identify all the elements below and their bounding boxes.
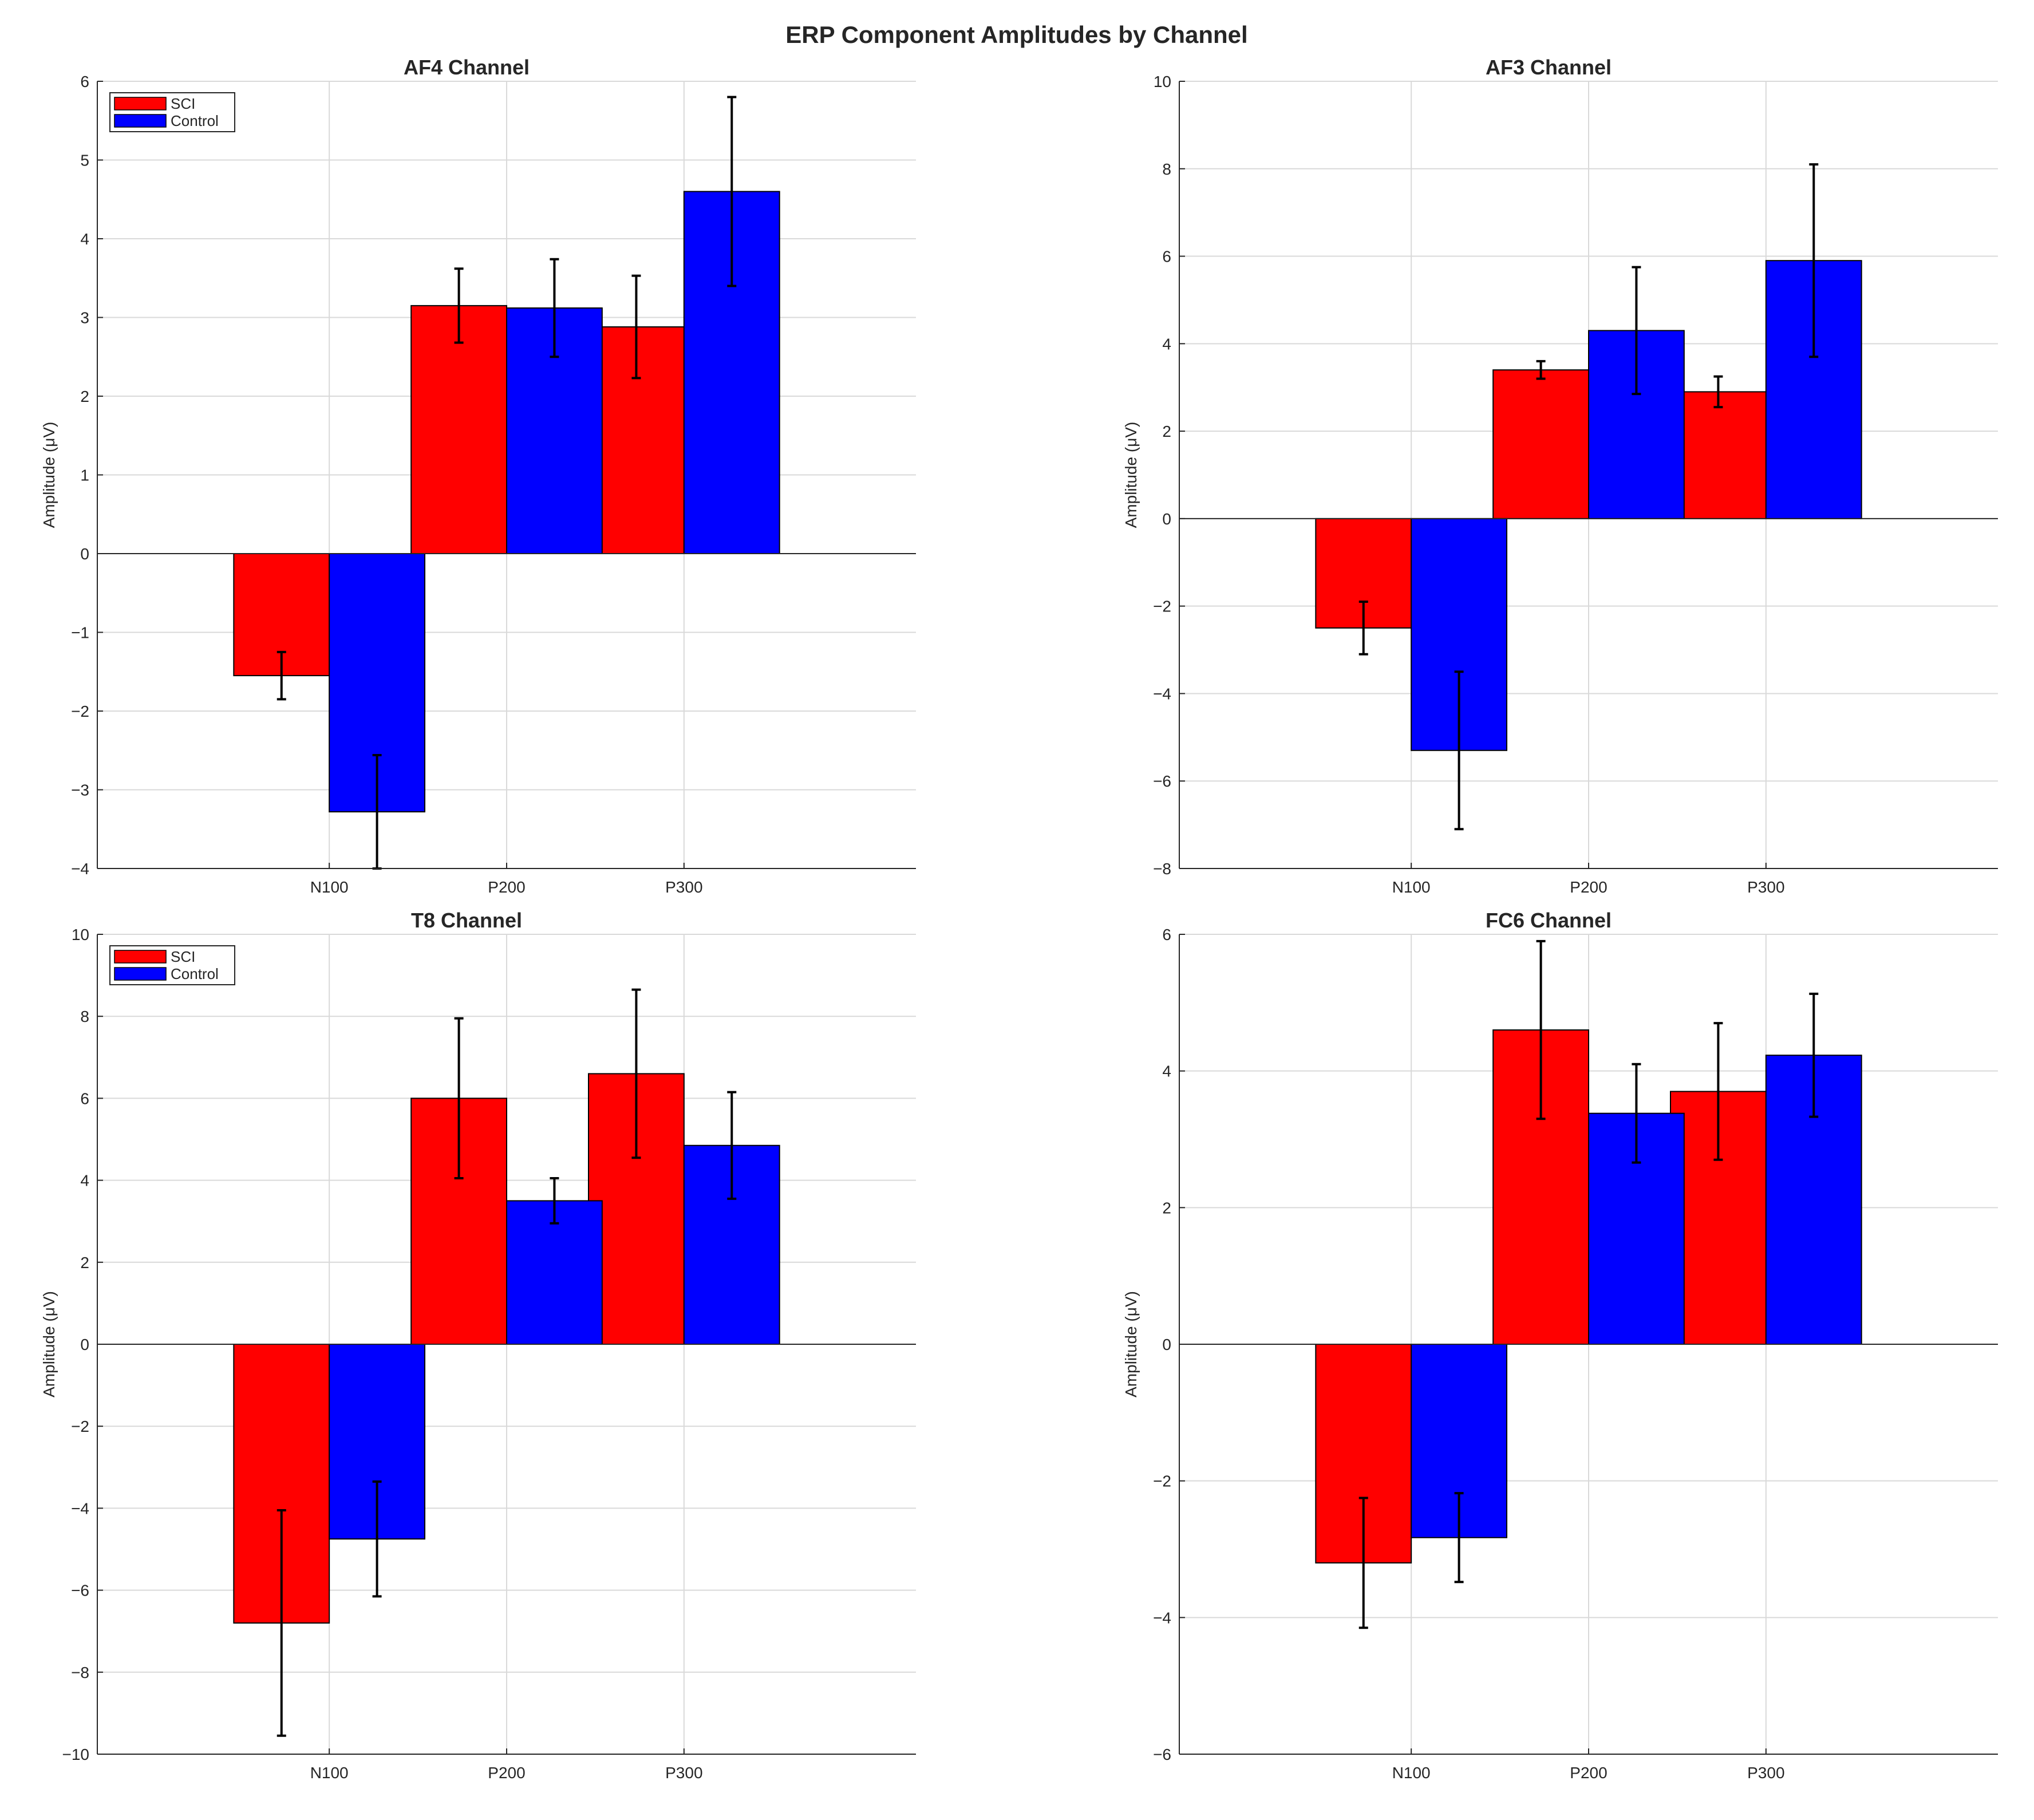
y-tick-label: −4 bbox=[1153, 685, 1171, 702]
y-tick-label: −3 bbox=[71, 781, 89, 799]
y-tick-label: −2 bbox=[71, 1418, 89, 1435]
y-tick-label: 2 bbox=[80, 1254, 89, 1272]
y-tick-label: −2 bbox=[1153, 598, 1171, 615]
subplot-fc6: −6 −4 −2 0 2 4 6 N100 P200 P300 FC6 Channel Amplitu… bbox=[1122, 909, 1998, 1782]
y-tick-label: −8 bbox=[1153, 860, 1171, 878]
y-tick-label: 4 bbox=[80, 230, 89, 248]
x-tick-label: N100 bbox=[1392, 1764, 1431, 1782]
subplot-title: T8 Channel bbox=[411, 909, 522, 932]
y-axis-label: Amplitude (μV) bbox=[1122, 422, 1140, 528]
y-tick-label: 2 bbox=[80, 388, 89, 405]
subplot-title: AF3 Channel bbox=[1486, 56, 1612, 79]
legend-label-control: Control bbox=[171, 965, 219, 982]
y-axis-label: Amplitude (μV) bbox=[40, 422, 58, 528]
legend-swatch-control bbox=[114, 967, 167, 981]
y-tick-label: −4 bbox=[71, 860, 89, 878]
figure-title: ERP Component Amplitudes by Channel bbox=[785, 21, 1247, 48]
y-tick-label: 3 bbox=[80, 309, 89, 327]
y-tick-label: 6 bbox=[1162, 248, 1171, 266]
y-tick-label: 2 bbox=[1162, 1199, 1171, 1217]
y-tick-label: −2 bbox=[71, 702, 89, 720]
y-tick-label: 1 bbox=[80, 467, 89, 484]
x-tick-label: P300 bbox=[1747, 1764, 1784, 1782]
y-tick-label: 8 bbox=[80, 1008, 89, 1025]
y-tick-label: 0 bbox=[1162, 510, 1171, 528]
y-tick-label: 0 bbox=[1162, 1336, 1171, 1353]
bar-sci-p300 bbox=[1670, 391, 1767, 519]
y-tick-label: −6 bbox=[71, 1582, 89, 1600]
y-axis-label: Amplitude (μV) bbox=[1122, 1291, 1140, 1397]
x-tick-label: P200 bbox=[1570, 878, 1607, 896]
subplot-t8: −10 −8 −6 −4 −2 0 2 4 6 8 10 N100 P200 P300 T8 Channel… bbox=[40, 909, 916, 1782]
y-tick-label: 4 bbox=[80, 1172, 89, 1190]
y-tick-label: 5 bbox=[80, 152, 89, 169]
y-tick-label: 4 bbox=[1162, 1063, 1171, 1080]
y-tick-label: 2 bbox=[1162, 423, 1171, 440]
y-tick-label: 6 bbox=[80, 1089, 89, 1107]
x-tick-label: P300 bbox=[665, 878, 702, 896]
legend-swatch-control bbox=[114, 114, 167, 128]
legend-label-control: Control bbox=[171, 112, 219, 129]
y-tick-label: 10 bbox=[72, 926, 89, 943]
bar-control-p200 bbox=[506, 1200, 603, 1345]
y-tick-label: −8 bbox=[71, 1664, 89, 1681]
y-tick-label: 0 bbox=[80, 1336, 89, 1353]
y-tick-label: 6 bbox=[1162, 926, 1171, 943]
x-tick-label: P300 bbox=[1747, 878, 1784, 896]
x-tick-label: P200 bbox=[488, 1764, 525, 1782]
y-tick-label: −4 bbox=[1153, 1609, 1171, 1626]
legend-swatch-sci bbox=[114, 950, 167, 964]
x-tick-label: N100 bbox=[310, 878, 349, 896]
x-tick-label: P200 bbox=[488, 878, 525, 896]
bar-sci-p200 bbox=[1492, 369, 1590, 519]
y-tick-label: 10 bbox=[1154, 73, 1171, 90]
y-tick-label: −1 bbox=[71, 624, 89, 642]
subplot-af3: −8 −6 −4 −2 0 2 4 6 8 10 N100 P200 P300 AF3 Channel Am… bbox=[1122, 56, 1998, 896]
y-tick-label: 4 bbox=[1162, 335, 1171, 353]
y-tick-label: −10 bbox=[62, 1746, 90, 1763]
subplot-title: AF4 Channel bbox=[404, 56, 530, 79]
y-axis-label: Amplitude (μV) bbox=[40, 1291, 58, 1397]
subplot-title: FC6 Channel bbox=[1486, 909, 1612, 932]
y-tick-label: −4 bbox=[71, 1499, 89, 1517]
y-tick-label: −6 bbox=[1153, 1746, 1171, 1763]
legend-label-sci: SCI bbox=[171, 948, 195, 965]
y-tick-label: 8 bbox=[1162, 160, 1171, 178]
y-tick-label: −2 bbox=[1153, 1472, 1171, 1490]
x-tick-label: N100 bbox=[1392, 878, 1431, 896]
legend-swatch-sci bbox=[114, 97, 167, 110]
x-tick-label: N100 bbox=[310, 1764, 349, 1782]
y-tick-label: 6 bbox=[80, 73, 89, 90]
legend-label-sci: SCI bbox=[171, 95, 195, 112]
x-tick-label: P200 bbox=[1570, 1764, 1607, 1782]
bar-sci-p200 bbox=[410, 305, 508, 554]
y-tick-label: 0 bbox=[80, 545, 89, 563]
x-tick-label: P300 bbox=[665, 1764, 702, 1782]
y-tick-label: −6 bbox=[1153, 772, 1171, 790]
subplot-af4: −4 −3 −2 −1 0 1 2 3 4 5 6 N100 P200 P300 AF4 Channel Am… bbox=[40, 56, 916, 896]
